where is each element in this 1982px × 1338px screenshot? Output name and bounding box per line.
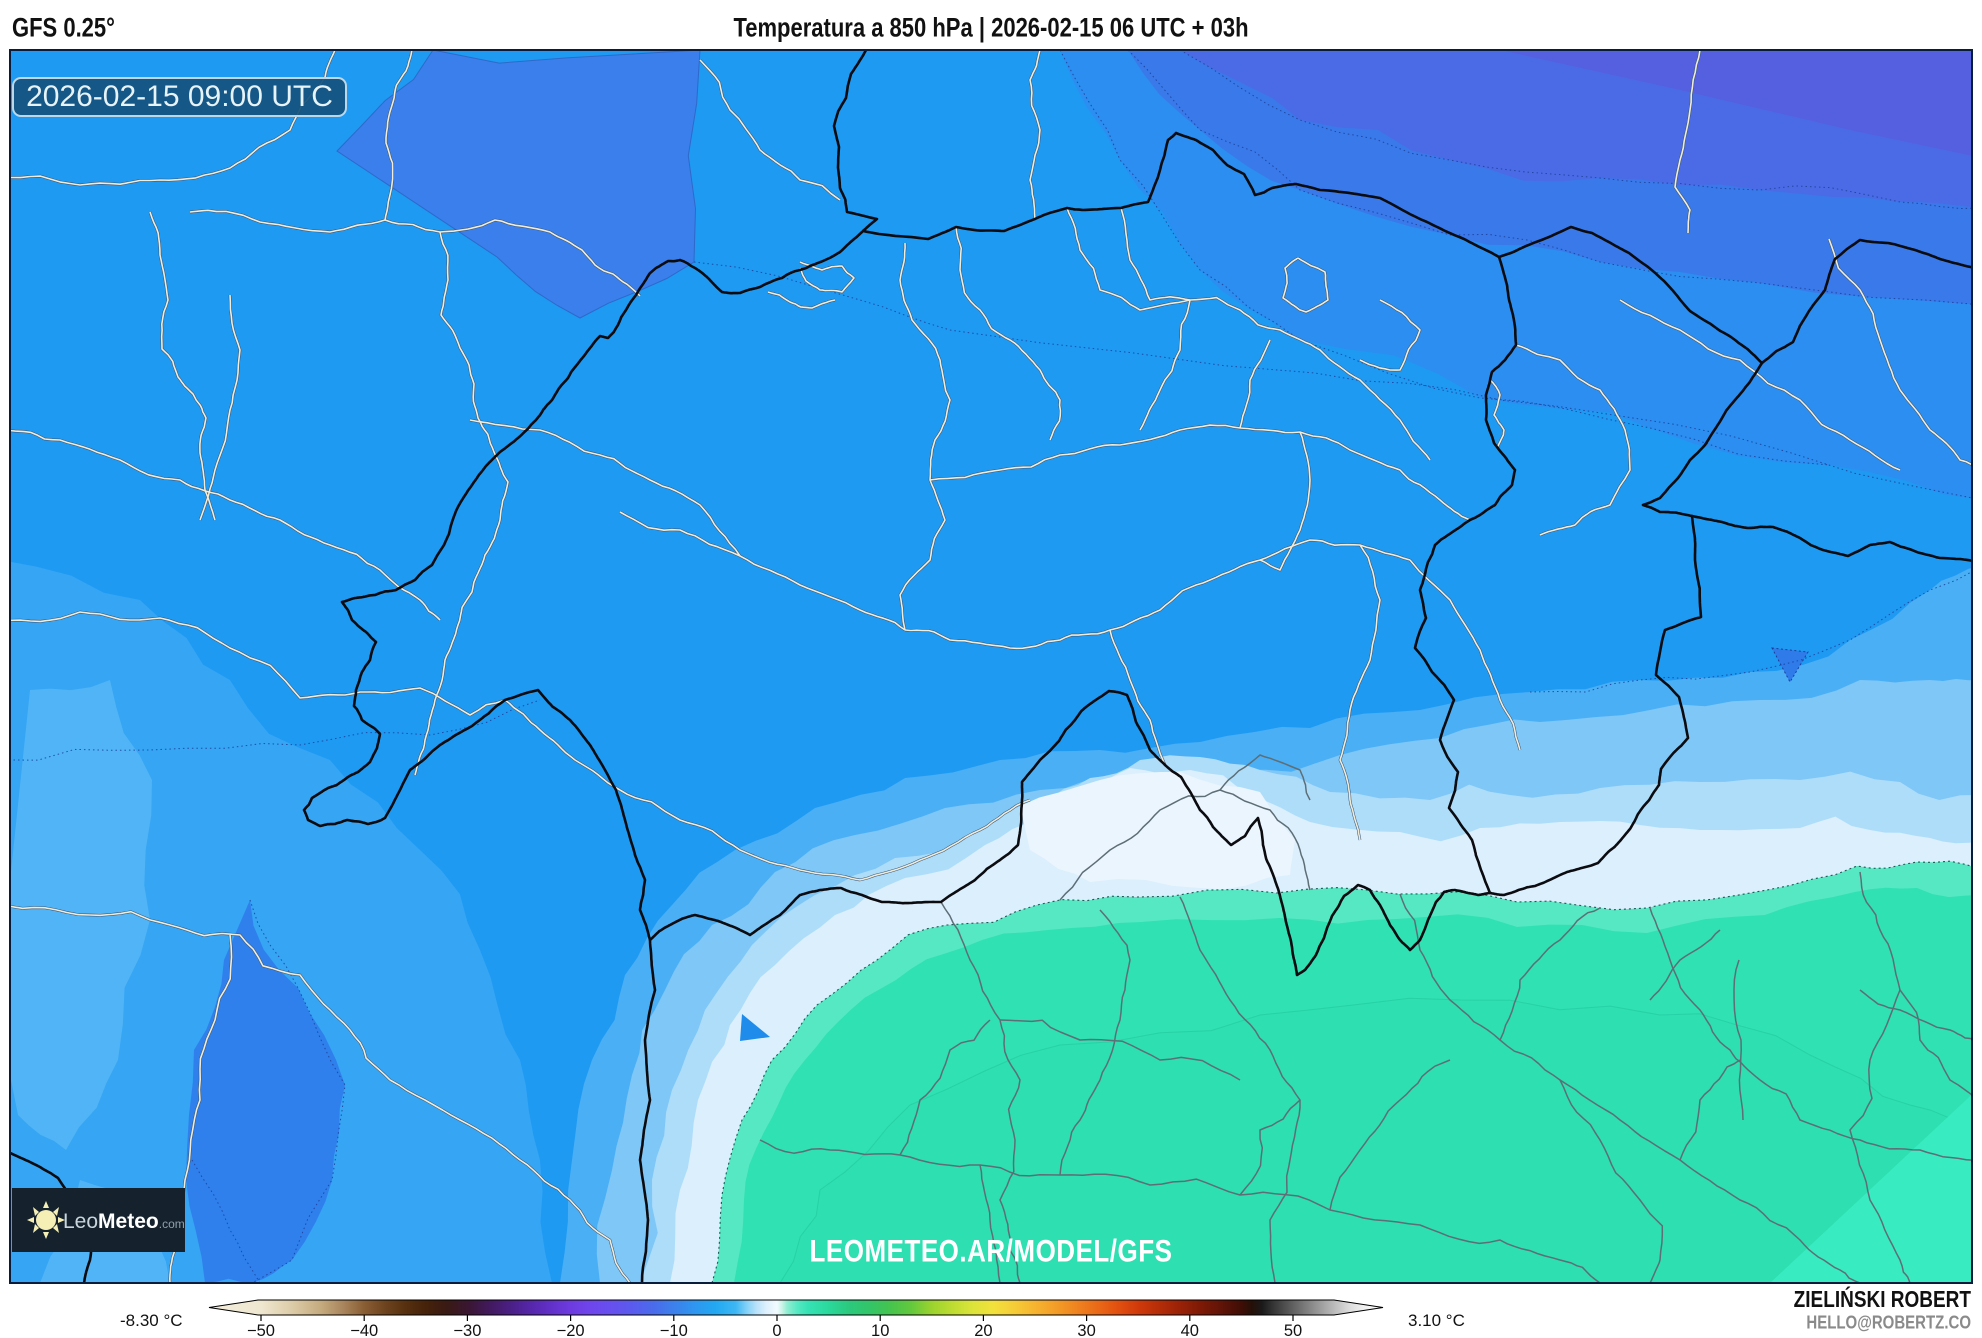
svg-text:0: 0 [772, 1322, 781, 1338]
svg-text:10: 10 [871, 1322, 889, 1338]
svg-text:−20: −20 [557, 1322, 585, 1338]
svg-text:40: 40 [1181, 1322, 1199, 1338]
svg-text:−50: −50 [247, 1322, 275, 1338]
svg-text:−30: −30 [453, 1322, 481, 1338]
svg-text:LeoMeteo.com: LeoMeteo.com [63, 1210, 185, 1233]
svg-text:−10: −10 [660, 1322, 688, 1338]
svg-text:50: 50 [1284, 1322, 1302, 1338]
svg-text:−40: −40 [350, 1322, 378, 1338]
svg-text:20: 20 [974, 1322, 992, 1338]
svg-text:30: 30 [1077, 1322, 1095, 1338]
